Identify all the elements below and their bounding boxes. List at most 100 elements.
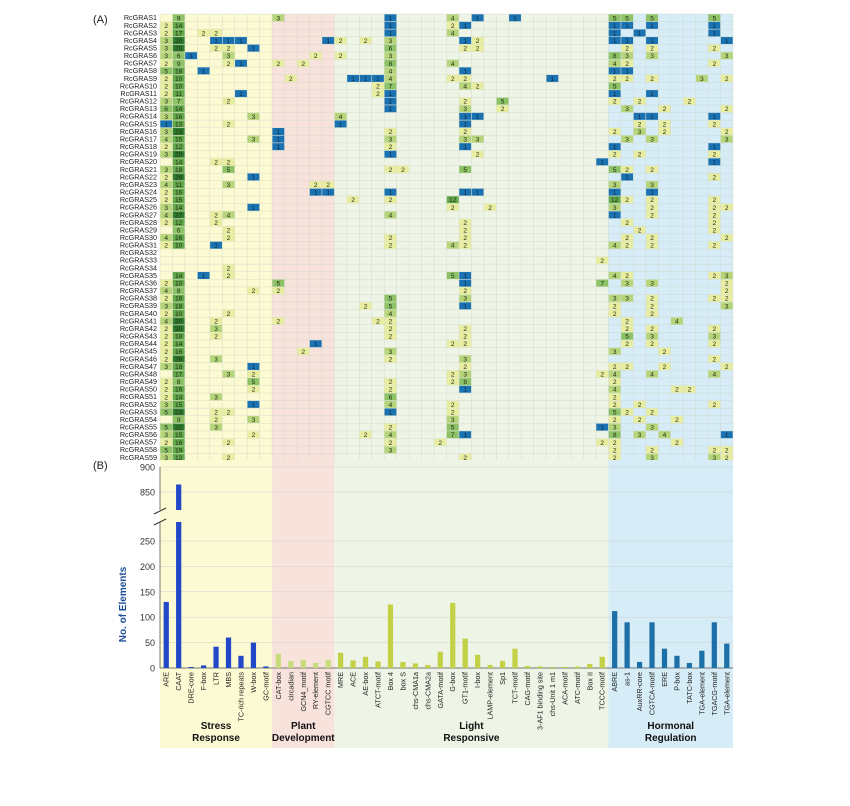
bar-x-tick-label: MBS — [224, 672, 233, 688]
heatmap-cell — [160, 52, 173, 60]
heatmap-cell — [160, 218, 173, 226]
heatmap-cell — [384, 143, 397, 151]
heatmap-cell-value: 1 — [252, 402, 256, 409]
bar — [674, 655, 680, 668]
heatmap-cell-value: 1 — [239, 61, 243, 68]
heatmap-cell — [384, 317, 397, 325]
heatmap-cell-value: 1 — [351, 76, 355, 83]
heatmap-cell — [384, 325, 397, 333]
heatmap-cell — [160, 135, 173, 143]
heatmap-cell — [459, 21, 472, 29]
heatmap-cell — [172, 181, 185, 189]
heatmap-cell — [608, 90, 621, 98]
heatmap-cell — [172, 67, 185, 75]
heatmap-cell — [384, 400, 397, 408]
heatmap-cell — [471, 188, 484, 196]
bar-x-tick-label: AuxRR-core — [635, 672, 644, 711]
heatmap-cell-value: 1 — [463, 68, 467, 75]
heatmap-cell — [235, 59, 247, 67]
heatmap-cell — [160, 74, 173, 82]
heatmap-row-label: RcGRAS12 — [120, 97, 157, 106]
heatmap-cell-value: 2 — [688, 99, 692, 106]
heatmap-cell — [272, 287, 285, 295]
heatmap-cell-value: 2 — [725, 129, 729, 136]
heatmap-cell — [372, 74, 384, 82]
heatmap-row-label: RcGRAS56 — [120, 430, 157, 439]
heatmap-cell — [446, 400, 459, 408]
heatmap-cell — [596, 279, 609, 287]
heatmap-cell — [172, 150, 185, 158]
heatmap-cell — [446, 378, 459, 386]
heatmap-cell — [708, 158, 721, 166]
heatmap-cell — [459, 340, 472, 348]
heatmap-cell — [172, 370, 185, 378]
bar — [338, 652, 344, 668]
bar-upper-segment — [176, 484, 182, 510]
heatmap-cell — [160, 431, 173, 439]
heatmap-cell — [484, 203, 497, 211]
heatmap-cell — [446, 21, 459, 29]
heatmap-row-label: RcGRAS15 — [120, 119, 157, 128]
heatmap-cell-value: 16 — [175, 440, 183, 447]
bar — [325, 659, 331, 668]
heatmap-cell-value: 2 — [650, 205, 654, 212]
heatmap-cell-value: 3 — [625, 296, 629, 303]
heatmap-cell-value: 1 — [239, 38, 243, 45]
heatmap-cell — [160, 325, 173, 333]
heatmap-cell — [720, 128, 733, 135]
heatmap-cell-value: 2 — [164, 91, 168, 98]
heatmap-cell — [720, 287, 733, 295]
heatmap-panel: RcGRAS1RcGRAS2RcGRAS3RcGRAS4RcGRAS5RcGRA… — [120, 13, 734, 462]
heatmap-row-label: RcGRAS47 — [120, 362, 157, 371]
heatmap-cell — [608, 143, 621, 151]
bar-x-tick-label: Box 4 — [386, 672, 395, 690]
heatmap-cell-value: 16 — [175, 114, 183, 121]
heatmap-cell-value: 2 — [339, 53, 343, 60]
heatmap-cell — [222, 97, 235, 105]
heatmap-cell — [160, 97, 173, 105]
heatmap-cell — [596, 256, 609, 264]
heatmap-cell — [646, 165, 658, 173]
heatmap-cell-value: 2 — [364, 303, 368, 310]
heatmap-cell — [459, 362, 472, 370]
heatmap-cell — [247, 44, 260, 52]
heatmap-cell-value: 16 — [175, 387, 183, 394]
heatmap-cell-value: 2 — [214, 417, 218, 424]
heatmap-cell — [596, 370, 609, 378]
heatmap-cell-value: 2 — [625, 409, 629, 416]
heatmap-cell-value: 1 — [650, 190, 654, 197]
bar-x-tick-label: ABRE — [610, 672, 619, 692]
heatmap-cell-value: 23 — [175, 409, 183, 416]
heatmap-cell — [708, 400, 721, 408]
heatmap-cell — [621, 165, 634, 173]
heatmap-cell — [172, 158, 185, 166]
heatmap-cell-value: 18 — [175, 364, 183, 371]
heatmap-cell-value: 3 — [650, 137, 654, 144]
heatmap-cell — [172, 82, 185, 90]
heatmap-cell — [608, 37, 621, 45]
heatmap-cell-value: 6 — [177, 53, 181, 60]
heatmap-cell-value: 4 — [663, 432, 667, 439]
heatmap-cell-value: 1 — [513, 15, 517, 22]
heatmap-cell-value: 2 — [725, 455, 729, 462]
heatmap-cell — [172, 21, 185, 29]
heatmap-cell-value: 6 — [389, 46, 393, 53]
heatmap-cell — [459, 279, 472, 287]
heatmap-cell-value: 2 — [227, 99, 231, 106]
heatmap-cell — [272, 14, 285, 22]
heatmap-cell-value: 1 — [551, 76, 555, 83]
heatmap-cell — [160, 44, 173, 52]
heatmap-cell — [384, 309, 397, 317]
bar-y-axis-title: No. of Elements — [118, 566, 129, 642]
heatmap-cell — [384, 385, 397, 393]
heatmap-cell — [247, 400, 260, 408]
heatmap-cell-value: 2 — [389, 318, 393, 325]
heatmap-cell-value: 8 — [613, 432, 617, 439]
bar — [238, 655, 244, 668]
heatmap-cell-value: 5 — [712, 15, 716, 22]
heatmap-row-label: RcGRAS22 — [120, 172, 157, 181]
heatmap-cell — [459, 355, 472, 363]
bar-x-tick-label: Box II — [585, 672, 594, 690]
heatmap-cell — [235, 90, 247, 98]
axis-break-mark — [153, 507, 167, 515]
